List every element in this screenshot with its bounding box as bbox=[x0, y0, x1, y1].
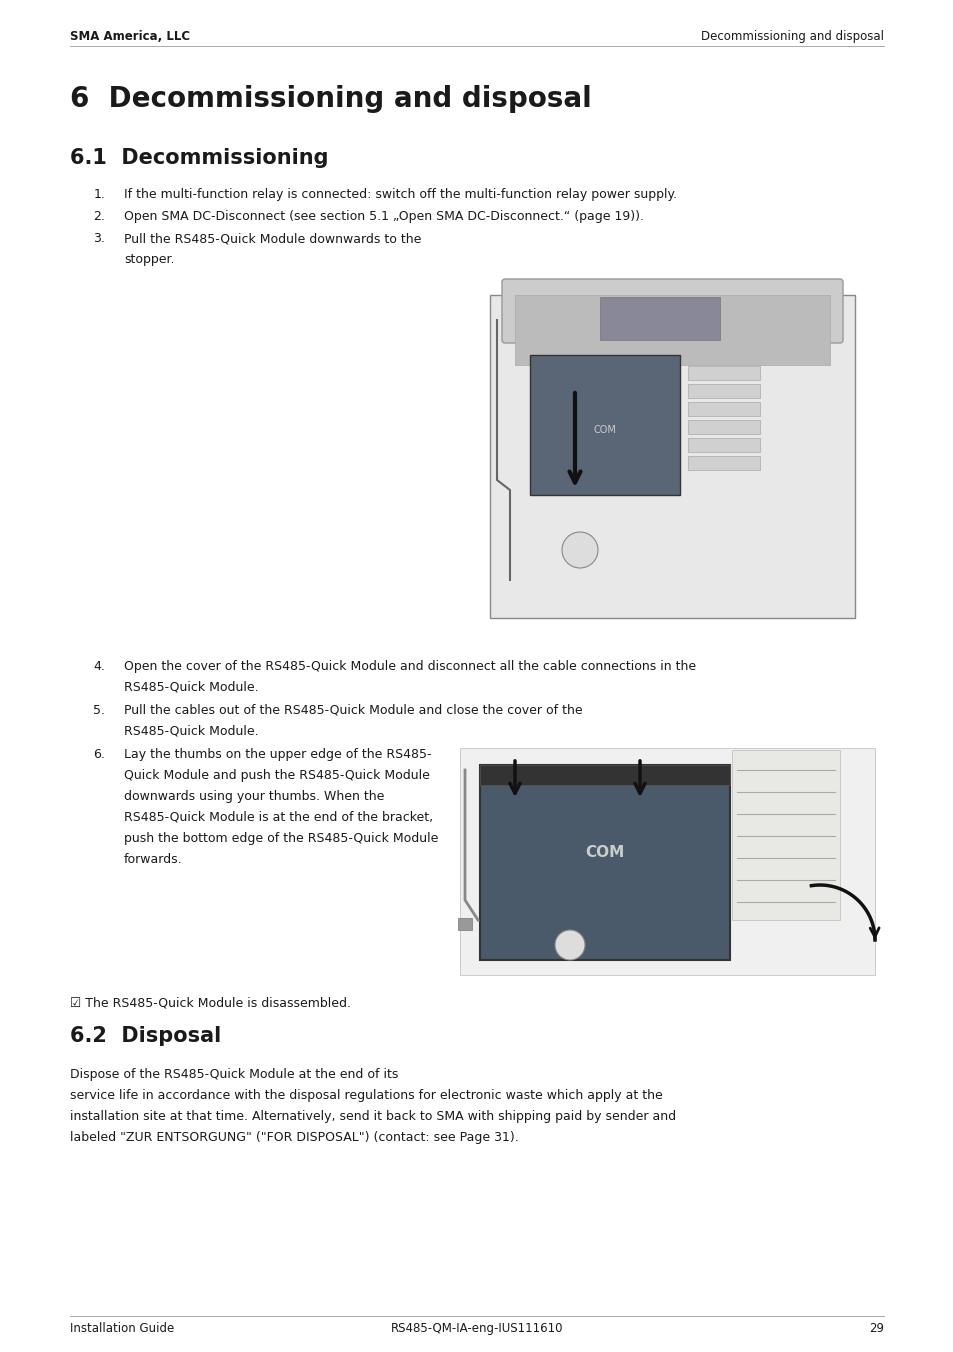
Bar bbox=[457, 918, 472, 930]
Text: COM: COM bbox=[585, 845, 624, 860]
Bar bbox=[599, 297, 720, 339]
Text: 6.1  Decommissioning: 6.1 Decommissioning bbox=[70, 147, 328, 168]
Text: 3.: 3. bbox=[93, 233, 105, 245]
Text: COM: COM bbox=[593, 425, 616, 435]
Text: installation site at that time. Alternatively, send it back to SMA with shipping: installation site at that time. Alternat… bbox=[70, 1110, 675, 1124]
Bar bbox=[687, 420, 760, 434]
Text: forwards.: forwards. bbox=[124, 853, 182, 867]
Text: labeled "ZUR ENTSORGUNG" ("FOR DISPOSAL") (contact: see Page 31).: labeled "ZUR ENTSORGUNG" ("FOR DISPOSAL"… bbox=[70, 1132, 517, 1144]
Text: Pull the RS485-Quick Module downwards to the: Pull the RS485-Quick Module downwards to… bbox=[124, 233, 421, 245]
Text: Quick Module and push the RS485-Quick Module: Quick Module and push the RS485-Quick Mo… bbox=[124, 769, 430, 781]
Bar bbox=[479, 765, 729, 960]
Text: 5.: 5. bbox=[93, 704, 106, 717]
Text: If the multi-function relay is connected: switch off the multi-function relay po: If the multi-function relay is connected… bbox=[124, 188, 677, 201]
Bar bbox=[687, 402, 760, 416]
Text: 2.: 2. bbox=[93, 210, 105, 223]
Text: Pull the cables out of the RS485-Quick Module and close the cover of the: Pull the cables out of the RS485-Quick M… bbox=[124, 704, 582, 717]
Text: Decommissioning and disposal: Decommissioning and disposal bbox=[700, 30, 883, 43]
Text: service life in accordance with the disposal regulations for electronic waste wh: service life in accordance with the disp… bbox=[70, 1088, 661, 1102]
Circle shape bbox=[561, 531, 598, 568]
Text: RS485-Quick Module.: RS485-Quick Module. bbox=[124, 725, 258, 738]
Text: Lay the thumbs on the upper edge of the RS485-: Lay the thumbs on the upper edge of the … bbox=[124, 748, 431, 761]
Text: 4.: 4. bbox=[93, 660, 105, 673]
Text: 6  Decommissioning and disposal: 6 Decommissioning and disposal bbox=[70, 85, 591, 114]
Bar bbox=[530, 356, 679, 495]
Text: Open the cover of the RS485-Quick Module and disconnect all the cable connection: Open the cover of the RS485-Quick Module… bbox=[124, 660, 696, 673]
Text: 1.: 1. bbox=[93, 188, 105, 201]
Text: 6.: 6. bbox=[93, 748, 105, 761]
Bar bbox=[687, 384, 760, 397]
Bar bbox=[479, 765, 729, 786]
Bar bbox=[731, 750, 840, 919]
Text: downwards using your thumbs. When the: downwards using your thumbs. When the bbox=[124, 790, 384, 803]
Bar bbox=[687, 456, 760, 470]
Bar bbox=[515, 295, 829, 365]
Text: Installation Guide: Installation Guide bbox=[70, 1322, 173, 1334]
Text: push the bottom edge of the RS485-Quick Module: push the bottom edge of the RS485-Quick … bbox=[124, 831, 438, 845]
Text: stopper.: stopper. bbox=[124, 253, 174, 266]
Text: RS485-Quick Module is at the end of the bracket,: RS485-Quick Module is at the end of the … bbox=[124, 811, 433, 823]
Text: 29: 29 bbox=[868, 1322, 883, 1334]
Text: ☑ The RS485-Quick Module is disassembled.: ☑ The RS485-Quick Module is disassembled… bbox=[70, 996, 351, 1009]
Text: 6.2  Disposal: 6.2 Disposal bbox=[70, 1026, 221, 1046]
Bar bbox=[455, 268, 875, 627]
Bar bbox=[455, 740, 875, 982]
Text: RS485-QM-IA-eng-IUS111610: RS485-QM-IA-eng-IUS111610 bbox=[391, 1322, 562, 1334]
Bar bbox=[490, 295, 854, 618]
Bar bbox=[459, 748, 874, 975]
FancyBboxPatch shape bbox=[501, 279, 842, 343]
Bar bbox=[687, 438, 760, 452]
Text: SMA America, LLC: SMA America, LLC bbox=[70, 30, 190, 43]
Circle shape bbox=[555, 930, 584, 960]
Bar bbox=[687, 366, 760, 380]
Text: Dispose of the RS485-Quick Module at the end of its: Dispose of the RS485-Quick Module at the… bbox=[70, 1068, 397, 1082]
Text: RS485-Quick Module.: RS485-Quick Module. bbox=[124, 681, 258, 694]
Text: Open SMA DC-Disconnect (see section 5.1 „Open SMA DC-Disconnect.“ (page 19)).: Open SMA DC-Disconnect (see section 5.1 … bbox=[124, 210, 643, 223]
